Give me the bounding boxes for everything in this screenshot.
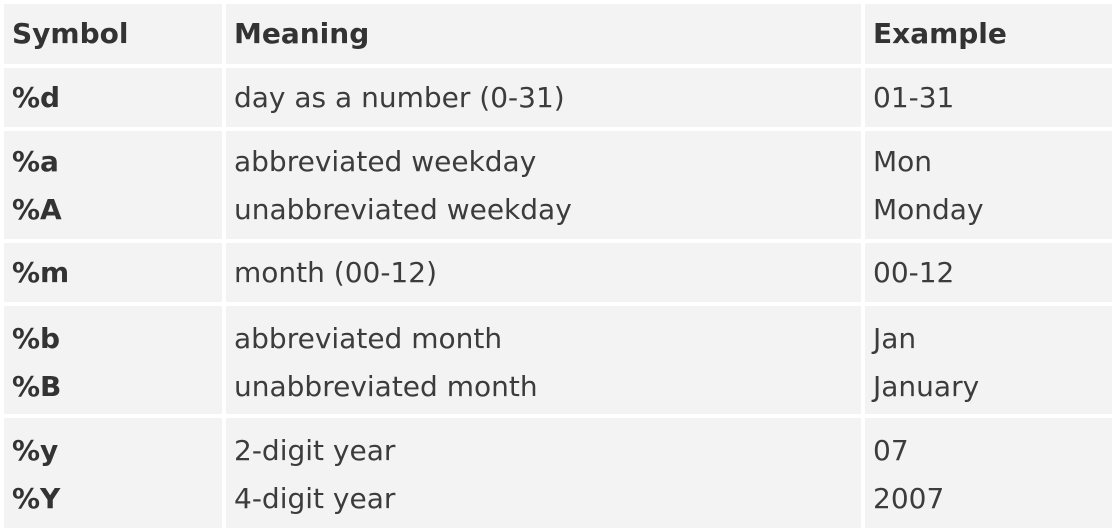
example-text: 07 [873,434,909,467]
example-cell: Jan January [865,306,1112,414]
example-cell: 00-12 [865,243,1112,302]
meaning-text: day as a number (0-31) [234,81,565,114]
example-text: Jan [873,322,917,355]
meaning-text: 2-digit year [234,434,396,467]
meaning-text: month (00-12) [234,256,437,289]
meaning-text: unabbreviated month [234,370,538,403]
header-meaning: Meaning [234,17,370,50]
symbol-text: %a [12,145,59,178]
example-text: Mon [873,145,933,178]
symbol-cell: %y %Y [4,418,222,528]
example-cell: Mon Monday [865,131,1112,239]
header-cell-meaning: Meaning [226,4,861,64]
header-cell-symbol: Symbol [4,4,222,64]
symbol-text: %b [12,322,61,355]
meaning-cell: day as a number (0-31) [226,68,861,127]
meaning-cell: 2-digit year 4-digit year [226,418,861,528]
example-text: Monday [873,193,984,226]
header-example: Example [873,17,1007,50]
symbol-cell: %b %B [4,306,222,414]
symbol-cell: %a %A [4,131,222,239]
symbol-text: %B [12,370,62,403]
table-row: %d day as a number (0-31) 01-31 [0,68,1116,127]
meaning-cell: abbreviated month unabbreviated month [226,306,861,414]
example-text: January [873,370,980,403]
meaning-text: abbreviated weekday [234,145,537,178]
table-row: %y %Y 2-digit year 4-digit year 07 2007 [0,418,1116,528]
symbol-text: %d [12,81,61,114]
symbol-text: %y [12,434,59,467]
meaning-cell: month (00-12) [226,243,861,302]
symbol-cell: %d [4,68,222,127]
example-cell: 01-31 [865,68,1112,127]
symbol-text: %m [12,256,70,289]
table-row: %b %B abbreviated month unabbreviated mo… [0,306,1116,414]
meaning-text: 4-digit year [234,482,396,515]
meaning-cell: abbreviated weekday unabbreviated weekda… [226,131,861,239]
table-row: %a %A abbreviated weekday unabbreviated … [0,131,1116,239]
symbol-cell: %m [4,243,222,302]
example-text: 2007 [873,482,945,515]
meaning-text: unabbreviated weekday [234,193,572,226]
symbol-text: %A [12,193,62,226]
example-text: 00-12 [873,256,955,289]
example-text: 01-31 [873,81,955,114]
symbol-text: %Y [12,482,61,515]
table-row: %m month (00-12) 00-12 [0,243,1116,302]
header-cell-example: Example [865,4,1112,64]
header-symbol: Symbol [12,17,129,50]
table-header-row: Symbol Meaning Example [0,4,1116,64]
meaning-text: abbreviated month [234,322,503,355]
example-cell: 07 2007 [865,418,1112,528]
